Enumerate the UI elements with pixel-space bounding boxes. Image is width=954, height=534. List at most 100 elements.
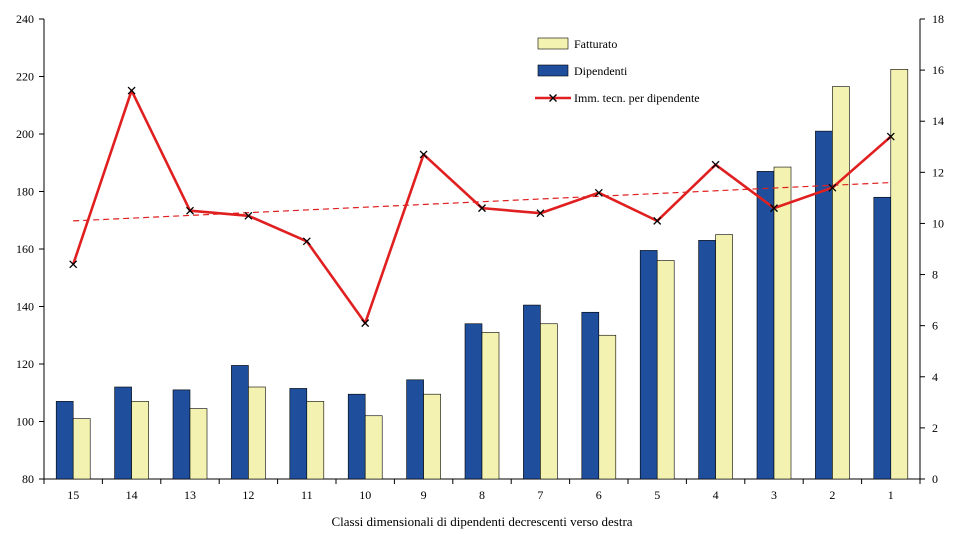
trendline xyxy=(73,181,891,222)
bar-fatturato xyxy=(248,386,266,480)
line-marker xyxy=(770,204,778,213)
bar-fatturato xyxy=(481,332,500,480)
x-axis-label: Classi dimensionali di dipendenti decres… xyxy=(331,514,632,529)
right-tick-label: 2 xyxy=(932,421,938,435)
legend-marker xyxy=(549,94,557,102)
line-marker xyxy=(653,216,662,225)
legend-swatch-dipendenti xyxy=(537,64,569,77)
marker-stroke xyxy=(244,211,253,220)
bar-dipendenti xyxy=(873,196,892,480)
left-tick-label: 240 xyxy=(16,12,34,26)
x-tick-label: 2 xyxy=(829,488,835,502)
bar-dipendenti xyxy=(231,365,249,480)
left-tick-label: 200 xyxy=(16,127,34,141)
right-tick-label: 8 xyxy=(932,268,938,282)
marker-stroke xyxy=(127,86,136,95)
bar-dipendenti xyxy=(464,323,483,480)
bar-dipendenti xyxy=(639,250,658,480)
right-tick-label: 10 xyxy=(932,216,944,230)
legend-swatch-fatturato xyxy=(537,37,569,50)
bar-fatturato xyxy=(423,393,441,480)
line-marker xyxy=(419,150,428,159)
bar-dipendenti xyxy=(55,401,74,480)
lines xyxy=(69,86,895,328)
line-marker xyxy=(69,260,78,269)
line-marker xyxy=(186,206,194,215)
bar-fatturato xyxy=(364,415,383,480)
line-marker xyxy=(828,183,837,192)
marker-stroke xyxy=(478,204,486,213)
line-marker xyxy=(594,188,603,197)
marker-stroke xyxy=(653,216,662,225)
right-tick-label: 0 xyxy=(932,472,938,486)
x-tick-label: 4 xyxy=(713,488,719,502)
x-tick-label: 10 xyxy=(359,488,371,502)
x-tick-label: 14 xyxy=(126,488,138,502)
marker-stroke xyxy=(302,237,311,246)
marker-stroke xyxy=(828,183,837,192)
bar-fatturato xyxy=(715,234,733,480)
left-tick-label: 80 xyxy=(22,472,34,486)
x-tick-label: 13 xyxy=(184,488,196,502)
bar-fatturato xyxy=(131,401,149,480)
left-tick-label: 140 xyxy=(16,300,34,314)
bar-fatturato xyxy=(598,334,617,480)
marker-stroke xyxy=(361,319,370,328)
bar-fatturato xyxy=(656,260,675,480)
right-tick-label: 12 xyxy=(932,165,944,179)
right-tick-label: 16 xyxy=(932,63,944,77)
bar-fatturato xyxy=(306,401,325,480)
line-marker xyxy=(244,211,253,220)
bar-fatturato xyxy=(773,166,792,480)
x-tick-label: 1 xyxy=(888,488,894,502)
right-tick-label: 14 xyxy=(932,114,944,128)
bar-dipendenti xyxy=(114,386,132,480)
marker-stroke xyxy=(594,188,603,197)
bar-dipendenti xyxy=(172,389,191,480)
line-marker xyxy=(711,160,720,169)
line-marker xyxy=(886,132,895,141)
bar-fatturato xyxy=(832,86,850,480)
marker-stroke xyxy=(770,204,778,213)
bar-dipendenti xyxy=(289,388,308,480)
legend: Fatturato Dipendenti Imm. tecn. per dipend… xyxy=(535,37,700,105)
marker-stroke xyxy=(69,260,78,269)
bar-fatturato xyxy=(540,323,558,480)
x-tick-label: 6 xyxy=(596,488,602,502)
bar-dipendenti xyxy=(815,130,833,480)
left-tick-label: 160 xyxy=(16,242,34,256)
line-marker xyxy=(302,237,311,246)
bars xyxy=(55,69,909,480)
line-marker xyxy=(478,204,486,213)
marker-stroke xyxy=(186,206,194,215)
left-tick-label: 100 xyxy=(16,415,34,429)
legend-label: Fatturato xyxy=(574,37,617,51)
bar-dipendenti xyxy=(523,304,541,480)
x-tick-label: 11 xyxy=(301,488,313,502)
bar-dipendenti xyxy=(581,311,600,480)
x-tick-label: 7 xyxy=(537,488,543,502)
marker-stroke xyxy=(711,160,720,169)
x-tick-label: 5 xyxy=(654,488,660,502)
bar-fatturato xyxy=(72,418,91,480)
line-marker xyxy=(361,319,370,328)
bar-dipendenti xyxy=(756,171,775,480)
bar-dipendenti xyxy=(698,240,716,480)
x-tick-label: 15 xyxy=(67,488,79,502)
bar-fatturato xyxy=(189,408,208,480)
bar-dipendenti xyxy=(347,393,366,480)
marker-stroke xyxy=(419,150,428,159)
left-tick-label: 120 xyxy=(16,357,34,371)
bar-dipendenti xyxy=(406,379,424,480)
left-tick-label: 220 xyxy=(16,70,34,84)
left-tick-label: 180 xyxy=(16,185,34,199)
line-marker xyxy=(536,209,545,218)
marker-stroke xyxy=(886,132,895,141)
x-tick-label: 3 xyxy=(771,488,777,502)
x-tick-label: 8 xyxy=(479,488,485,502)
right-tick-label: 6 xyxy=(932,319,938,333)
bar-fatturato xyxy=(890,69,909,480)
right-tick-label: 18 xyxy=(932,12,944,26)
legend-label: Dipendenti xyxy=(574,64,628,78)
